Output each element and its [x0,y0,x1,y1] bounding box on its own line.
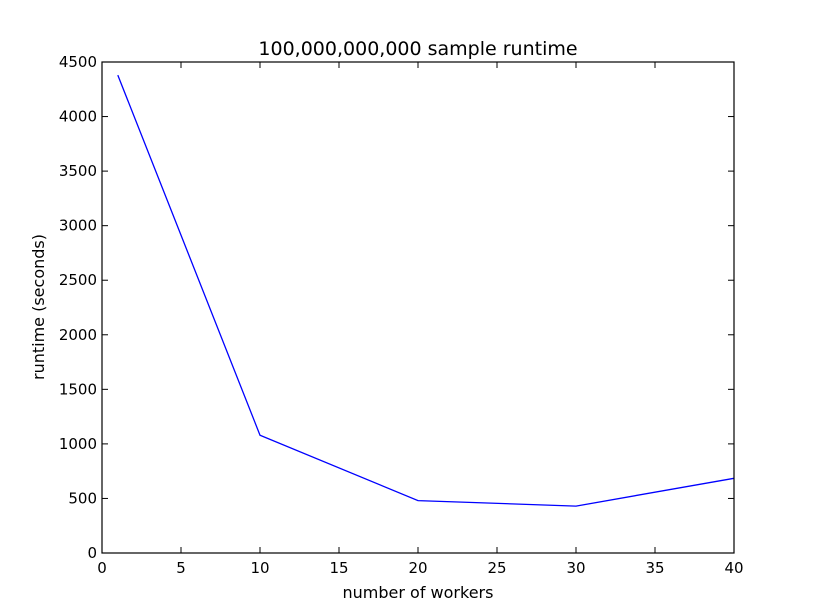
y-tick-label: 3500 [59,162,97,180]
y-tick-label: 1500 [59,380,97,398]
chart-title: 100,000,000,000 sample runtime [258,38,577,60]
x-tick-label: 15 [329,559,348,577]
series-line-0 [117,74,735,507]
x-tick-label: 0 [97,559,107,577]
y-tick-label: 2500 [59,271,97,289]
plot-area: 0 5 10 15 20 25 30 35 40 0 500 1000 1500 2000 2500 3000… [59,53,744,577]
x-axis-label: number of workers [343,583,494,602]
y-tick-label: 3000 [59,217,97,235]
x-tick-label: 35 [645,559,664,577]
x-tick-label: 5 [176,559,186,577]
x-tick-label: 30 [566,559,585,577]
x-tick-label: 40 [724,559,743,577]
y-tick-label: 4500 [59,53,97,71]
y-tick-label: 1000 [59,435,97,453]
y-tick-label: 2000 [59,326,97,344]
plot-frame [101,61,735,554]
x-tick-label: 10 [250,559,269,577]
y-tick-label: 4000 [59,108,97,126]
y-axis-label: runtime (seconds) [29,234,48,380]
x-tick-label: 20 [408,559,427,577]
y-tick-label: 500 [68,489,97,507]
y-tick-label: 0 [87,544,97,562]
x-tick-label: 25 [487,559,506,577]
